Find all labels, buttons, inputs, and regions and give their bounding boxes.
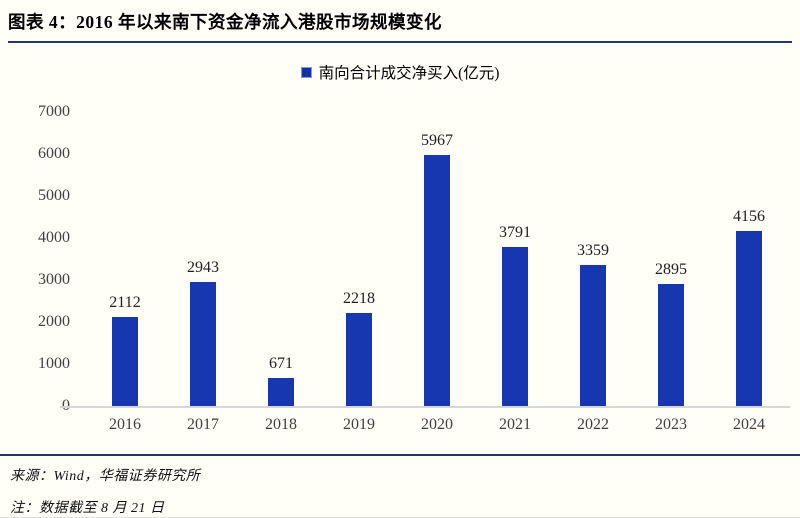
x-tick-label: 2018: [265, 416, 297, 433]
bar-value-label: 2112: [109, 294, 141, 312]
source-note: 来源：Wind，华福证券研究所: [10, 469, 201, 484]
bar-value-label: 3791: [499, 223, 531, 241]
legend-swatch-icon: [300, 66, 312, 78]
bar: [580, 264, 606, 406]
x-tick-label: 2016: [109, 416, 141, 433]
bar-column: 671: [242, 112, 320, 406]
bar-column: 2895: [632, 112, 710, 406]
y-tick-label: 4000: [38, 229, 70, 246]
bar: [736, 231, 762, 406]
bar: [502, 246, 528, 406]
bar: [268, 377, 294, 406]
x-tick-label: 2023: [655, 416, 687, 433]
figure-header: 图表 4：2016 年以来南下资金净流入港股市场规模变化: [0, 0, 800, 43]
bar-value-label: 4156: [733, 208, 765, 226]
legend-label: 南向合计成交净买入(亿元): [318, 65, 500, 82]
y-tick-label: 3000: [38, 271, 70, 288]
y-tick-label: 2000: [38, 313, 70, 330]
bar: [424, 155, 450, 406]
y-tick-label: 0: [62, 397, 70, 414]
bar: [112, 317, 138, 406]
footer-divider: [0, 454, 800, 456]
x-tick-label: 2021: [499, 416, 531, 433]
bar-value-label: 671: [269, 354, 293, 372]
x-tick-label: 2022: [577, 416, 609, 433]
bar: [346, 312, 372, 406]
figure-footer: 来源：Wind，华福证券研究所 注：数据截至 8 月 21 日: [0, 456, 800, 517]
y-tick-label: 5000: [38, 187, 70, 204]
bar-column: 2218: [320, 112, 398, 406]
bar-column: 3359: [554, 112, 632, 406]
bar-value-label: 5967: [421, 132, 453, 150]
bar-column: 3791: [476, 112, 554, 406]
y-tick-label: 7000: [38, 103, 70, 120]
y-axis: 0 1000 2000 3000 4000 5000 6000 7000: [0, 103, 76, 414]
x-axis-line: [60, 406, 790, 408]
bar-value-label: 3359: [577, 241, 609, 259]
bars-container: 2112 2943 671 2218 5967 3791 3359 2895 4156: [86, 112, 788, 406]
bar-column: 2112: [86, 112, 164, 406]
bar-value-label: 2943: [187, 259, 219, 277]
x-tick-label: 2024: [733, 416, 765, 433]
x-axis-labels: 2016 2017 2018 2019 2020 2021 2022 2023 2024: [86, 416, 788, 434]
bar: [190, 282, 216, 406]
chart-legend: 南向合计成交净买入(亿元): [0, 62, 800, 82]
y-tick-label: 6000: [38, 145, 70, 162]
bar-column: 5967: [398, 112, 476, 406]
x-tick-label: 2020: [421, 416, 453, 433]
bar: [658, 284, 684, 406]
x-tick-label: 2017: [187, 416, 219, 433]
data-note: 注：数据截至 8 月 21 日: [10, 501, 165, 516]
bar-column: 4156: [710, 112, 788, 406]
y-tick-label: 1000: [38, 355, 70, 372]
header-divider: [8, 41, 792, 43]
bar-value-label: 2218: [343, 289, 375, 307]
bar-value-label: 2895: [655, 261, 687, 279]
x-tick-label: 2019: [343, 416, 375, 433]
figure-title: 图表 4：2016 年以来南下资金净流入港股市场规模变化: [8, 12, 442, 32]
bar-column: 2943: [164, 112, 242, 406]
bar-chart: 0 1000 2000 3000 4000 5000 6000 7000 2112 2943 67…: [0, 103, 800, 448]
